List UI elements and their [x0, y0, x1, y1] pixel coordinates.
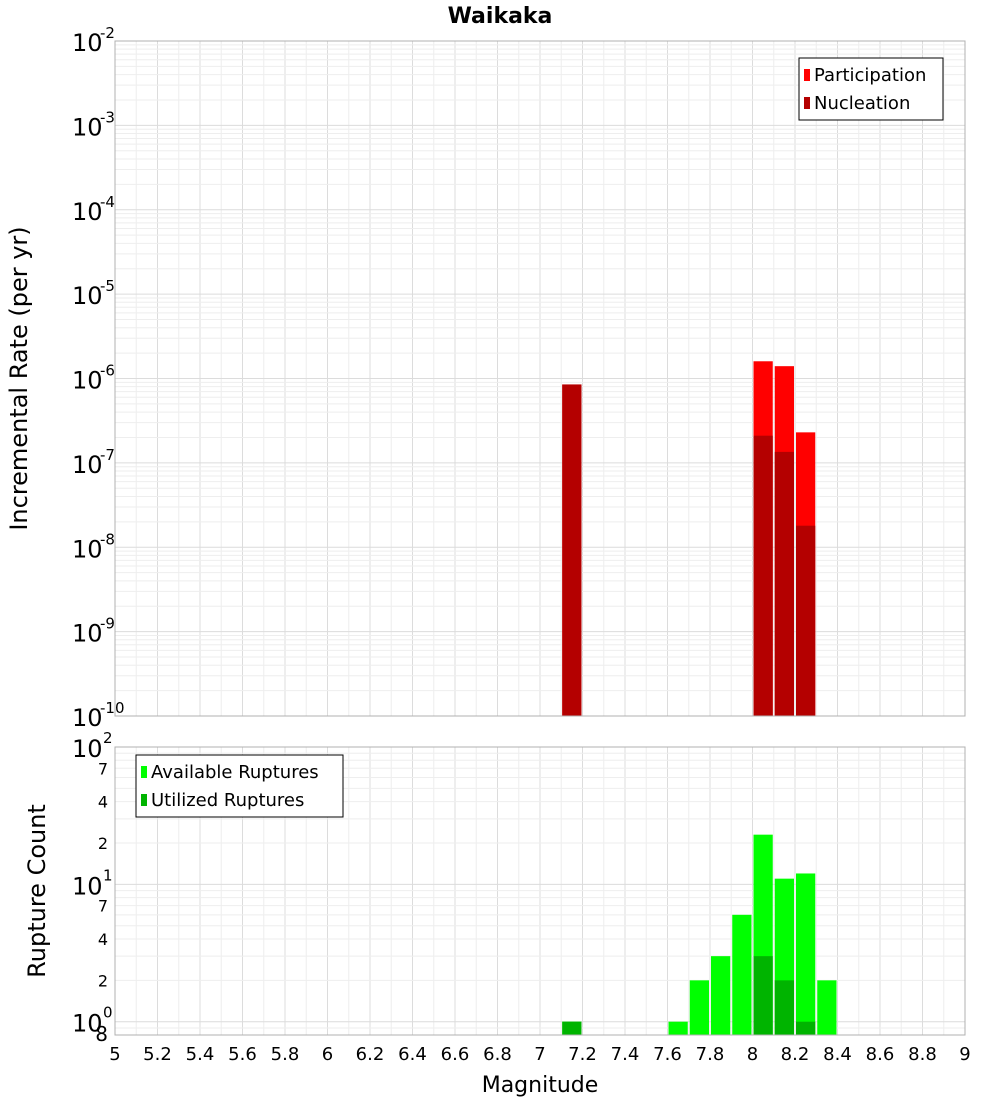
- bottom-y-minor-tick-label: 8: [95, 1022, 108, 1046]
- x-tick-label: 6.6: [441, 1044, 470, 1065]
- x-tick-label: 6.2: [356, 1044, 385, 1065]
- legend-box: [798, 57, 944, 121]
- y-tick-base: 10: [72, 1010, 103, 1038]
- bottom-y-minor-tick-label: 4: [98, 793, 108, 812]
- bottom-y-minor-tick-label: 7: [98, 759, 108, 778]
- top-bar-nucleation: [796, 525, 816, 716]
- top-plot-border: [114, 40, 966, 717]
- x-tick-label: 8.4: [823, 1044, 852, 1065]
- y-tick-base: 10: [72, 29, 103, 57]
- x-tick-label: 5.8: [271, 1044, 300, 1065]
- legend-box: [135, 754, 344, 818]
- x-tick-label: 5.4: [186, 1044, 215, 1065]
- top-y-tick-label: 10-5: [72, 277, 115, 310]
- bottom-bar-available-ruptures: [796, 873, 816, 1035]
- bottom-y-tick-label: 10 0: [72, 1004, 113, 1038]
- y-tick-base: 10: [72, 367, 103, 395]
- top-y-tick-label: 10-4: [72, 193, 115, 226]
- x-tick-label: 6: [322, 1044, 333, 1065]
- top-legend: Participation Nucleation: [798, 57, 944, 121]
- top-y-tick-label: 10-7: [72, 446, 115, 479]
- y-tick-base: 10: [72, 704, 103, 732]
- bottom-bar-utilized-ruptures: [796, 1021, 816, 1035]
- bottom-bar-available-ruptures: [817, 980, 837, 1035]
- x-tick-label: 8: [747, 1044, 758, 1065]
- bottom-y-minor-tick-label: 2: [98, 971, 108, 990]
- x-axis-label: Magnitude: [482, 1073, 599, 1098]
- bottom-legend: Available Ruptures Utilized Ruptures: [135, 754, 344, 818]
- top-y-tick-label: 10-3: [72, 108, 115, 141]
- bottom-bar-available-ruptures: [711, 956, 731, 1035]
- top-y-tick-label: 10-8: [72, 530, 115, 563]
- x-tick-label: 7.6: [653, 1044, 682, 1065]
- x-tick-label: 7.2: [568, 1044, 597, 1065]
- x-tick-label: 7.8: [696, 1044, 725, 1065]
- x-tick-label: 5.6: [228, 1044, 257, 1065]
- top-y-tick-label: 10-6: [72, 362, 115, 395]
- y-tick-exponent: -7: [100, 446, 115, 464]
- top-y-tick-label: 10-10: [72, 699, 125, 732]
- y-tick-base: 10: [72, 535, 103, 563]
- x-tick-label: 8.2: [781, 1044, 810, 1065]
- legend-swatch: [804, 69, 810, 81]
- legend-swatch: [804, 97, 810, 109]
- x-tick-label: 5: [109, 1044, 120, 1065]
- y-tick-exponent: -10: [100, 699, 125, 717]
- bottom-y-minor-tick-label: 4: [98, 930, 108, 949]
- top-bar-nucleation: [562, 384, 582, 716]
- bottom-bar-utilized-ruptures: [753, 956, 773, 1035]
- x-tick-label: 6.8: [483, 1044, 512, 1065]
- legend-swatch: [141, 766, 147, 778]
- bottom-bar-available-ruptures: [668, 1021, 688, 1035]
- legend-label: Available Ruptures: [151, 762, 319, 783]
- bottom-y-tick-label: 10 1: [72, 866, 113, 900]
- legend-label: Nucleation: [814, 93, 910, 114]
- x-tick-label: 8.6: [866, 1044, 895, 1065]
- y-tick-exponent: 0: [103, 1004, 113, 1022]
- y-tick-base: 10: [72, 113, 103, 141]
- y-tick-exponent: -9: [100, 615, 115, 633]
- x-tick-label: 5.2: [143, 1044, 172, 1065]
- bottom-y-minor-tick-label: 2: [98, 834, 108, 853]
- top-y-axis-label: Incremental Rate (per yr): [5, 226, 33, 530]
- bottom-y-tick-label: 10 2: [72, 729, 113, 763]
- legend-label: Participation: [814, 65, 926, 86]
- y-tick-exponent: -4: [100, 193, 115, 211]
- x-tick-label: 6.4: [398, 1044, 427, 1065]
- y-tick-exponent: -5: [100, 277, 115, 295]
- x-tick-label: 7.4: [611, 1044, 640, 1065]
- bottom-bar-available-ruptures: [689, 980, 709, 1035]
- y-tick-base: 10: [72, 451, 103, 479]
- y-tick-base: 10: [72, 198, 103, 226]
- y-tick-exponent: -3: [100, 108, 115, 126]
- y-tick-base: 10: [72, 620, 103, 648]
- legend-label: Utilized Ruptures: [151, 790, 304, 811]
- bottom-bar-available-ruptures: [732, 914, 752, 1035]
- x-tick-label: 9: [959, 1044, 970, 1065]
- top-bar-nucleation: [753, 435, 773, 716]
- y-tick-base: 10: [72, 282, 103, 310]
- legend-swatch: [141, 794, 147, 806]
- y-tick-base: 10: [72, 872, 103, 900]
- bottom-bar-utilized-ruptures: [562, 1021, 582, 1035]
- top-y-tick-label: 10-9: [72, 615, 115, 648]
- y-tick-exponent: -2: [100, 24, 115, 42]
- y-tick-exponent: -6: [100, 362, 115, 380]
- x-tick-label: 8.8: [908, 1044, 937, 1065]
- top-bar-nucleation: [774, 451, 794, 716]
- bottom-plot-border: [114, 746, 966, 1036]
- y-tick-exponent: 1: [103, 866, 113, 884]
- y-tick-base: 10: [72, 735, 103, 763]
- y-tick-exponent: 2: [103, 729, 113, 747]
- bottom-y-minor-tick-label: 7: [98, 897, 108, 916]
- y-tick-exponent: -8: [100, 530, 115, 548]
- chart-title: Waikaka: [448, 4, 553, 29]
- top-y-tick-label: 10-2: [72, 24, 115, 57]
- bottom-bar-utilized-ruptures: [774, 980, 794, 1035]
- x-tick-label: 7: [534, 1044, 545, 1065]
- bottom-y-axis-label: Rupture Count: [23, 804, 51, 978]
